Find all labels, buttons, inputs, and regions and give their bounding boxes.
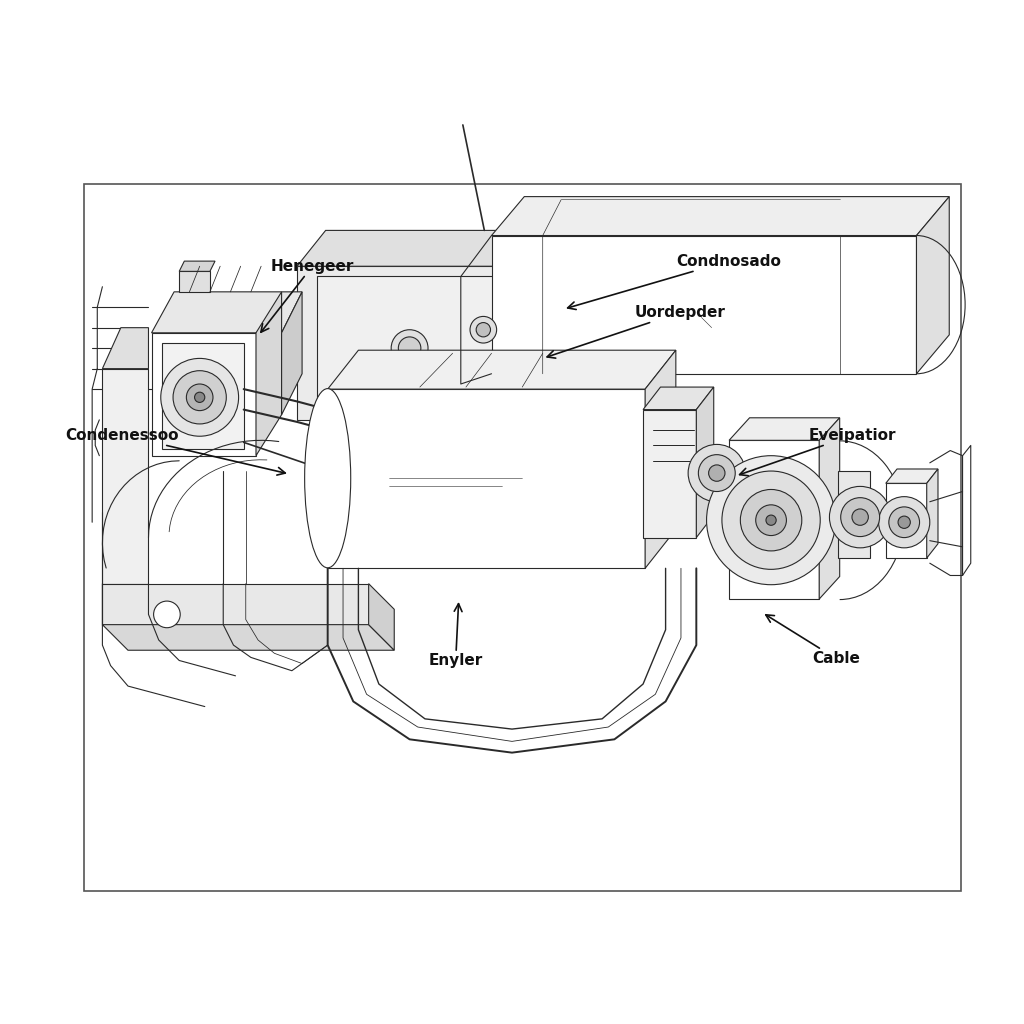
Circle shape bbox=[195, 392, 205, 402]
Polygon shape bbox=[102, 625, 394, 650]
Circle shape bbox=[398, 337, 421, 359]
Circle shape bbox=[841, 498, 880, 537]
Circle shape bbox=[707, 456, 836, 585]
Polygon shape bbox=[297, 266, 522, 420]
Polygon shape bbox=[838, 471, 870, 558]
Text: Cable: Cable bbox=[766, 614, 860, 666]
Polygon shape bbox=[492, 236, 916, 374]
Polygon shape bbox=[328, 389, 645, 568]
Circle shape bbox=[766, 515, 776, 525]
Circle shape bbox=[688, 444, 745, 502]
Text: Eveipatior: Eveipatior bbox=[739, 428, 896, 476]
Polygon shape bbox=[643, 410, 696, 538]
Polygon shape bbox=[886, 483, 927, 558]
Circle shape bbox=[898, 516, 910, 528]
Circle shape bbox=[698, 455, 735, 492]
Polygon shape bbox=[492, 197, 949, 236]
Polygon shape bbox=[645, 350, 676, 568]
Circle shape bbox=[756, 505, 786, 536]
Polygon shape bbox=[152, 333, 256, 456]
Text: Condenessoo: Condenessoo bbox=[66, 428, 286, 475]
Text: Henegeer: Henegeer bbox=[261, 259, 354, 332]
Polygon shape bbox=[729, 418, 840, 440]
Circle shape bbox=[722, 471, 820, 569]
Polygon shape bbox=[179, 261, 215, 271]
Circle shape bbox=[829, 486, 891, 548]
Polygon shape bbox=[522, 230, 551, 420]
Polygon shape bbox=[256, 292, 282, 456]
Polygon shape bbox=[927, 469, 938, 558]
Polygon shape bbox=[916, 197, 949, 374]
Polygon shape bbox=[328, 350, 676, 389]
Text: Condnosado: Condnosado bbox=[567, 254, 780, 309]
Polygon shape bbox=[369, 584, 394, 650]
Circle shape bbox=[470, 316, 497, 343]
Circle shape bbox=[879, 497, 930, 548]
Polygon shape bbox=[282, 292, 302, 415]
Circle shape bbox=[889, 507, 920, 538]
Polygon shape bbox=[179, 271, 210, 292]
Text: Enyler: Enyler bbox=[429, 604, 482, 668]
Polygon shape bbox=[162, 343, 244, 449]
Polygon shape bbox=[643, 387, 714, 410]
Circle shape bbox=[709, 465, 725, 481]
Circle shape bbox=[186, 384, 213, 411]
Circle shape bbox=[173, 371, 226, 424]
Polygon shape bbox=[317, 276, 507, 410]
Circle shape bbox=[161, 358, 239, 436]
Circle shape bbox=[476, 323, 490, 337]
Text: Uordepder: Uordepder bbox=[547, 305, 726, 358]
Polygon shape bbox=[102, 584, 369, 625]
Polygon shape bbox=[297, 230, 551, 266]
Circle shape bbox=[740, 489, 802, 551]
Polygon shape bbox=[152, 292, 302, 333]
Polygon shape bbox=[886, 469, 938, 483]
Polygon shape bbox=[102, 328, 148, 369]
Bar bbox=[84, 184, 961, 891]
Polygon shape bbox=[696, 387, 714, 538]
Ellipse shape bbox=[305, 388, 350, 567]
Polygon shape bbox=[819, 418, 840, 599]
Polygon shape bbox=[729, 440, 819, 599]
Polygon shape bbox=[102, 369, 148, 584]
Circle shape bbox=[154, 601, 180, 628]
Circle shape bbox=[391, 330, 428, 367]
Circle shape bbox=[852, 509, 868, 525]
